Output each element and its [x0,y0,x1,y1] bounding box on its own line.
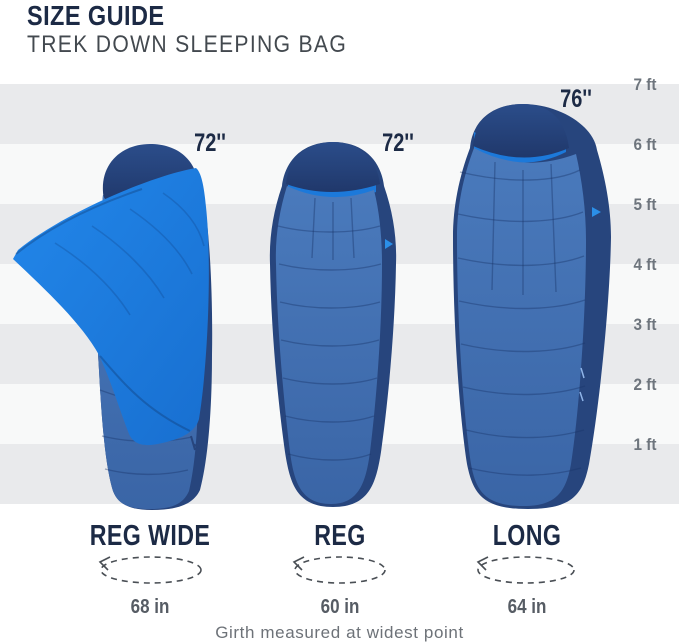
size-label-reg-wide: REG WIDE [89,520,211,552]
quilt-seam [460,342,586,353]
girth-arrow-icon [292,556,305,571]
girth-rotation-icon [100,556,202,584]
zipper-pull [190,435,199,451]
girth-indicator-long [476,556,575,584]
girth-note: Girth measured at widest point [215,623,464,642]
quilt-seam [104,468,189,476]
girth-rotation-icon [294,556,386,584]
quilt-seam [465,429,585,439]
quilt-seam [459,169,581,181]
ruler-label-4ft: 4 ft [633,255,657,274]
flap-quilt-seam [129,208,193,275]
flap-drape-fold [99,355,191,432]
bag-hood [286,142,380,192]
flap-quilt-seam [54,242,131,316]
quilt-seam [278,263,382,271]
girth-arrow-icon [98,556,111,571]
quilt-seam [457,255,585,267]
ruler-label-7ft: 7 ft [633,75,657,94]
vertical-baffle [491,161,496,291]
size-label-long: LONG [492,520,562,552]
sleeping-bag-long-illustration [453,104,611,509]
girth-value-reg: 60 in [320,596,360,618]
girth-arrow-icon [476,556,489,571]
ruler-label-6ft: 6 ft [633,135,657,154]
girth-value-reg-wide: 68 in [130,596,170,618]
flap-hem-fold [15,188,143,255]
quilt-seam [277,225,381,233]
quilt-seam [280,339,380,347]
girth-indicator-reg [292,556,386,584]
zipper-pull [579,367,585,402]
brand-logo-mark [385,239,393,249]
quilt-seam [468,467,582,476]
quilt-seam [462,385,586,396]
sleeping-bag-reg-illustration [269,142,397,507]
bag-hood [473,104,569,158]
brand-logo-mark [592,207,601,217]
vertical-baffle [350,197,355,259]
length-label-reg-wide: 72'' [194,129,226,157]
quilt-seam [279,301,381,309]
page-subtitle: TREK DOWN SLEEPING BAG [27,31,348,58]
flap-quilt-seam [162,192,205,247]
quilt-seam [287,453,372,461]
page-title: SIZE GUIDE [27,0,165,31]
ruler-label-1ft: 1 ft [633,435,657,454]
quilt-seam [458,299,586,310]
girth-rotation-icon [477,556,575,584]
vertical-baffle [311,197,316,259]
length-label-long: 76'' [560,85,592,113]
bag-body [457,148,586,506]
vertical-baffle [550,163,557,293]
flap-quilt-seam [91,225,165,299]
girth-value-long: 64 in [507,596,547,618]
sleeping-bag-reg-wide-illustration [13,144,213,510]
ruler-label-3ft: 3 ft [633,315,657,334]
quilt-seam [282,377,378,385]
quilt-seam [284,415,375,423]
girth-indicator-reg-wide [98,556,202,584]
size-label-reg: REG [314,520,366,552]
bag-body [275,186,382,504]
ruler-label-5ft: 5 ft [633,195,657,214]
unzipped-flap [13,168,209,446]
ruler-label-2ft: 2 ft [633,375,657,394]
quilt-seam [457,211,584,223]
length-label-reg: 72'' [382,129,414,157]
